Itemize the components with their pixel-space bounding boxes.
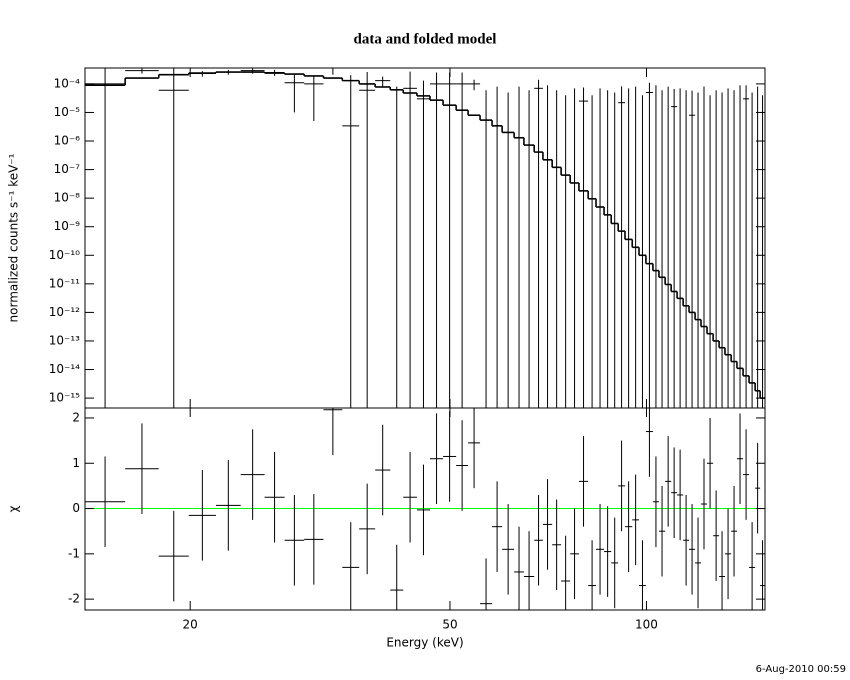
y-tick-label: 0: [72, 501, 80, 515]
y-tick-label: 10⁻¹¹: [49, 276, 80, 290]
y-tick-label: 10⁻⁷: [54, 162, 81, 176]
y-tick-label: 1: [72, 456, 80, 470]
x-axis-label: Energy (keV): [386, 636, 463, 650]
y-axis-label: χ: [7, 505, 21, 512]
top-frame: [84, 67, 766, 409]
y-tick-label: -2: [68, 592, 80, 606]
y-tick-label: 10⁻⁸: [54, 191, 81, 205]
chart-title: data and folded model: [354, 31, 497, 47]
y-tick-label: 10⁻¹³: [49, 333, 80, 347]
y-tick-label: 10⁻⁶: [54, 134, 81, 148]
y-tick-label: 10⁻⁵: [54, 105, 81, 119]
axes: 10⁻⁴ 10⁻⁵ 10⁻⁶ 10⁻⁷ 10⁻⁸ 10⁻⁹ 10⁻¹⁰ 10⁻¹¹ 10⁻¹² 1…: [49, 68, 765, 632]
y-tick-label: 10⁻⁴: [54, 76, 81, 90]
y-tick-label: 10⁻¹⁰: [49, 248, 80, 262]
y-tick-label: -1: [68, 546, 80, 560]
timestamp: 6-Aug-2010 00:59: [756, 664, 846, 675]
y-tick-label: 2: [72, 410, 80, 424]
bottom-plot: [85, 408, 765, 610]
y-tick-label: 10⁻¹²: [49, 305, 80, 319]
x-tick-label: 100: [635, 618, 658, 632]
y-axis-label: normalized counts s⁻¹ keV⁻¹: [7, 153, 21, 322]
top-plot: [85, 68, 765, 408]
y-tick-label: 10⁻¹⁴: [49, 362, 80, 376]
x-tick-label: 20: [183, 618, 198, 632]
y-tick-label: 10⁻⁹: [54, 219, 81, 233]
y-tick-label: 10⁻¹⁵: [49, 391, 80, 405]
x-tick-label: 50: [442, 618, 457, 632]
